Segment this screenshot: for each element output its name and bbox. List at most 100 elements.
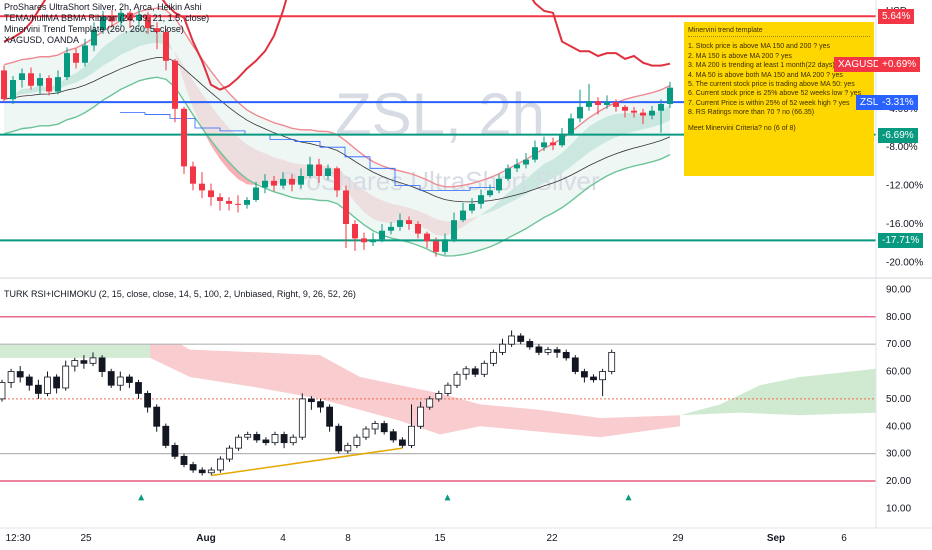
price-candle [46,78,52,92]
rsi-candle [0,382,6,400]
rsi-candle [553,349,561,353]
price-candle [622,106,628,111]
rsi-candle [153,406,161,427]
watermark-name: ProShares UltraShort Silver [280,166,600,196]
price-candle [379,230,385,240]
rsi-candle [116,376,124,386]
minervini-line-2: 2. MA 150 is above MA 200 ? yes [688,52,792,60]
price-candle [109,16,115,22]
rsi-candle [44,376,51,394]
rsi-candle [326,406,334,427]
price-candle [118,12,124,22]
rsi-candle [344,445,352,452]
price-candle [478,195,484,204]
rsi-candle [207,469,215,474]
rsi-candle [535,346,543,353]
price-candle [154,28,160,32]
price-tag-0: 5.64% [878,9,915,25]
time-axis-tick: Sep [767,533,785,544]
rsi-axis-tick: 70.00 [886,339,911,350]
price-candle [640,112,646,116]
time-axis-tick: 29 [672,533,684,544]
rsi-candle [581,371,588,378]
rsi-candle [571,357,579,372]
price-candle [370,239,376,243]
minervini-divider [688,36,870,38]
rsi-candle [53,376,60,389]
price-candle [442,239,448,252]
signal-marker-icon [625,494,632,501]
bollinger-lower-line [3,76,671,257]
rsi-candle [590,376,597,381]
chart-legend: ProShares UltraShort Silver, 2h, Arca, H… [4,2,209,46]
minervini-line-4: 4. MA 50 is above both MA 150 and MA 200… [688,71,843,79]
price-candle [235,203,241,205]
price-candle [523,159,529,165]
rsi-candle [262,439,270,444]
rsi-candle [362,428,370,438]
rsi-candle [35,384,42,394]
moving-average-line [3,57,671,203]
price-candle [91,30,97,46]
price-tag-2: +0.69% [878,56,921,72]
rsi-candle [408,425,415,446]
rsi-panel-title[interactable]: TURK RSI+ICHIMOKU (2, 15, close, close, … [4,289,356,299]
rsi-candle [71,360,79,367]
price-candle [604,102,610,105]
price-candle [406,220,412,224]
price-tag-6: -17.71% [878,233,924,249]
price-candle [577,106,583,119]
rsi-candle [353,436,361,446]
rsi-candle [107,371,115,386]
ichimoku-cloud-green [0,344,150,358]
rsi-candle [499,343,506,353]
rsi-candle [98,357,106,372]
xagusd-line [3,0,671,91]
price-candle [631,110,637,113]
rsi-candle [398,439,406,446]
rsi-candle [189,464,197,471]
price-candle [586,101,592,107]
time-axis-tick: 4 [280,533,286,544]
price-candle [127,12,133,21]
price-candle [73,53,79,63]
price-candle [55,77,61,92]
price-candle [199,183,205,191]
ichimoku-cloud-green-right [680,368,876,416]
rsi-axis-tick: 80.00 [886,312,911,323]
indicator-xagusd-label[interactable]: XAGUSD, OANDA [4,35,80,45]
price-candle [658,104,664,111]
price-candle [388,226,394,231]
rsi-candle [371,423,379,430]
time-axis-tick: Aug [196,533,215,544]
price-candle [190,166,196,184]
rsi-candle [144,393,152,408]
price-tag-1: XAGUSD [834,56,885,72]
rsi-candle [471,368,479,375]
price-tag-5: -6.69% [878,127,918,143]
rsi-candle [271,434,279,444]
price-candle [568,118,574,134]
price-candle [334,168,340,191]
price-candle [532,147,538,160]
price-tag-4: -3.31% [878,95,918,111]
price-candle [136,14,142,21]
price-candle [514,164,520,169]
rsi-candle [180,455,188,465]
price-candle [253,187,259,200]
indicator-minervini-label[interactable]: Minervini Trend Template (260, 260, 5, c… [4,24,184,34]
minervini-line-8: 8. RS Ratings more than 70 ? no (66.35) [688,109,815,117]
minervini-footer: Meet Minervini Criteria? no (6 of 8) [688,124,796,132]
price-candle [397,220,403,227]
minervini-table: Minervini trend template 1. Stock price … [684,22,874,176]
price-candle [649,110,655,116]
price-candle [298,176,304,185]
price-candle [451,220,457,240]
rsi-candle [335,425,343,452]
indicator-ribbon-label[interactable]: TEMA/hullMA BBMA Ribbon (24, 39, 21, 1.5… [4,13,210,23]
price-candle [487,190,493,196]
price-candle [217,197,223,201]
time-axis-tick: 22 [546,533,558,544]
rsi-candle [162,425,170,446]
rsi-candle [16,371,24,378]
